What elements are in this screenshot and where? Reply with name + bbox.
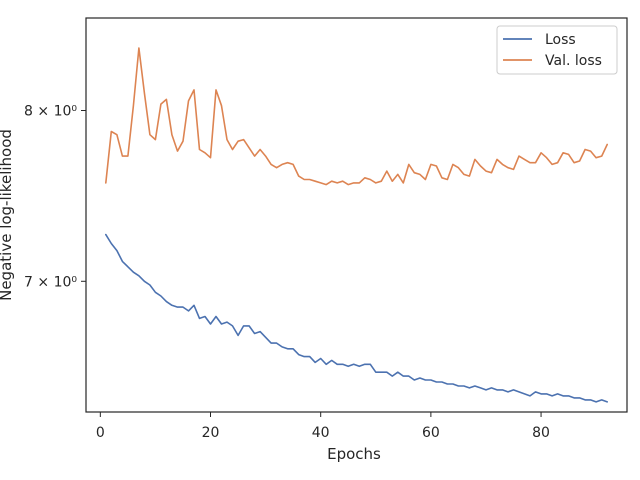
y-axis-ticks: 7 × 10⁰ 8 × 10⁰ [24, 104, 86, 290]
y-tick-label: 7 × 10⁰ [24, 274, 77, 290]
series-line-val-loss [105, 47, 609, 186]
x-axis-ticks: 0 20 40 60 80 [96, 412, 550, 441]
x-tick-label: 20 [202, 425, 220, 441]
x-tick-label: 80 [532, 425, 550, 441]
legend-label-loss: Loss [545, 32, 576, 48]
series-line-loss [105, 233, 609, 403]
series-layer [105, 47, 609, 403]
legend-box [496, 25, 618, 75]
legend: Loss Val. loss [496, 25, 618, 75]
x-axis-label: Epochs [327, 445, 381, 463]
legend-label-val-loss: Val. loss [545, 53, 602, 69]
x-tick-label: 60 [422, 425, 440, 441]
x-tick-label: 40 [312, 425, 330, 441]
y-tick-label: 8 × 10⁰ [24, 104, 77, 120]
x-tick-label: 0 [96, 425, 105, 441]
plot-area [86, 18, 627, 412]
y-axis-label: Negative log-likelihood [0, 129, 15, 301]
axes-frame [85, 17, 628, 413]
